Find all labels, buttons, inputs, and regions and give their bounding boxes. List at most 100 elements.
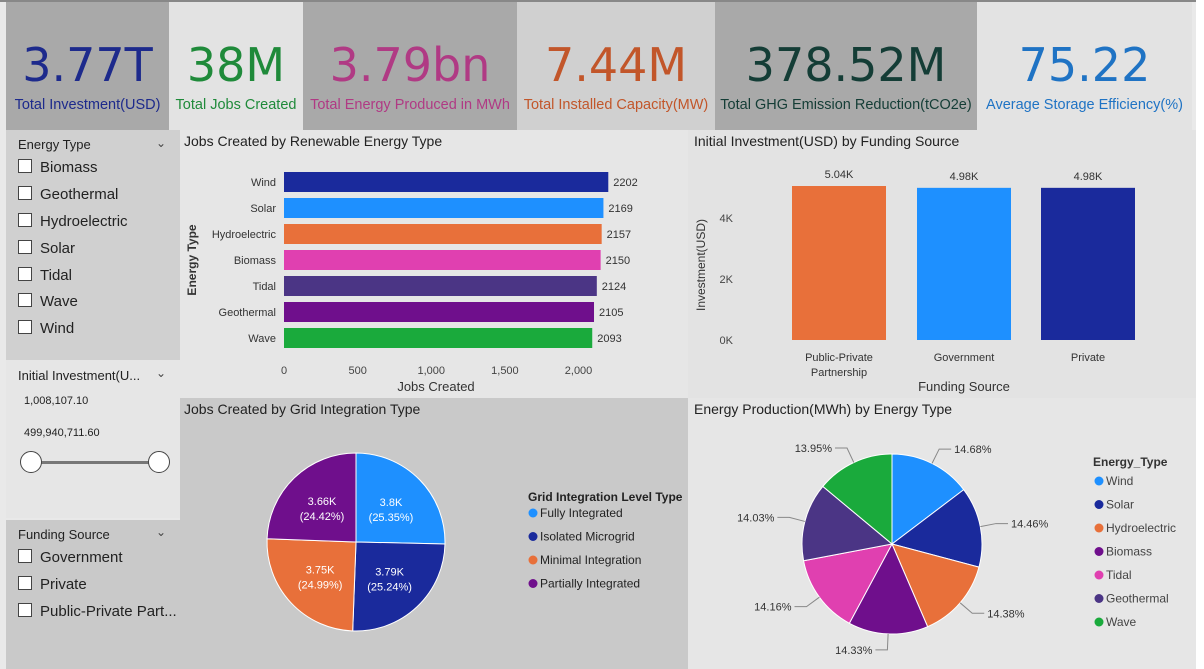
range-handle-min[interactable] [20, 451, 42, 473]
kpi-label: Total Energy Produced in MWh [310, 97, 510, 113]
category-label: Private [1071, 352, 1105, 364]
range-handle-max[interactable] [148, 451, 170, 473]
chevron-down-icon[interactable]: ⌄ [156, 525, 167, 539]
tick-label: 2K [720, 274, 734, 286]
legend-item: Biomass [1106, 545, 1152, 559]
jobs-bar-chart: Wind 2202 Solar 2169 Hydroelectric 2157 Biomas… [185, 172, 638, 394]
slicer-option[interactable]: Solar [18, 240, 75, 257]
chevron-down-icon[interactable]: ⌄ [156, 136, 167, 150]
checkbox[interactable] [18, 320, 32, 334]
kpi-value: 75.22 [1018, 38, 1151, 92]
kpi-label: Average Storage Efficiency(%) [986, 97, 1183, 113]
pie-slice [890, 488, 983, 568]
legend-title: Grid Integration Level Type [528, 490, 683, 504]
category-label: Wave [248, 333, 276, 345]
slicer-option[interactable]: Private [18, 576, 87, 593]
bar [284, 276, 597, 296]
pie-slice [891, 543, 980, 628]
slice-percent-label: 14.38% [987, 608, 1025, 620]
range-track[interactable] [32, 461, 160, 464]
data-label: 2150 [606, 255, 630, 267]
checkbox[interactable] [18, 293, 32, 307]
pie-slice [848, 542, 929, 635]
category-label: Government [934, 352, 995, 364]
data-label: 2093 [597, 333, 621, 345]
investment-by-funding-panel: Initial Investment(USD) by Funding Sourc… [688, 130, 1196, 398]
data-label: 4.98K [950, 171, 979, 183]
range-max-value[interactable]: 499,940,711.60 [24, 427, 100, 439]
slicer-title: Initial Investment(U... [18, 368, 141, 383]
chart-title: Jobs Created by Grid Integration Type [184, 401, 421, 417]
y-axis-label: Investment(USD) [694, 219, 708, 311]
energy-pie-chart: 14.68% 14.46% 14.38% 14.33% 14.16% 14.03% 13.9… [737, 443, 1176, 657]
slicer-option[interactable]: Geothermal [18, 186, 118, 203]
checkbox[interactable] [18, 603, 32, 617]
legend-marker [528, 555, 538, 565]
legend-marker [1094, 617, 1104, 627]
option-label: Government [40, 549, 123, 566]
chart-title: Energy Production(MWh) by Energy Type [694, 401, 953, 417]
leader-line [959, 602, 985, 614]
checkbox[interactable] [18, 186, 32, 200]
range-min-value[interactable]: 1,008,107.10 [24, 395, 89, 407]
slice-percent-label: 13.95% [795, 443, 833, 455]
data-label: 2105 [599, 307, 623, 319]
bar [284, 224, 602, 244]
chart-title: Jobs Created by Renewable Energy Type [184, 133, 443, 149]
kpi-ghg-reduction: 378.52M Total GHG Emission Reduction(tCO… [715, 2, 977, 130]
x-axis-label: Funding Source [918, 379, 1010, 394]
data-label: 2169 [608, 203, 632, 215]
slice-percent-label: (24.99%) [298, 579, 343, 591]
pie-slice [266, 538, 357, 632]
tick-label: 1,000 [418, 365, 446, 377]
option-label: Geothermal [40, 186, 119, 203]
category-label: Biomass [234, 255, 277, 267]
kpi-label: Total Jobs Created [175, 97, 297, 113]
checkbox[interactable] [18, 159, 32, 173]
slicer-option[interactable]: Public-Private Part... [18, 603, 177, 620]
pie-slice [266, 452, 357, 543]
slice-value-label: 3.75K [306, 564, 335, 576]
legend-item: Geothermal [1106, 592, 1169, 606]
slicer-option[interactable]: Biomass [18, 159, 98, 176]
option-label: Wind [40, 320, 75, 337]
checkbox[interactable] [18, 213, 32, 227]
slice-percent-label: 14.16% [754, 602, 792, 614]
option-label: Public-Private Part... [40, 603, 177, 620]
slice-percent-label: (25.24%) [367, 582, 412, 594]
bar [917, 187, 1011, 340]
legend-item: Solar [1106, 498, 1134, 512]
slicer-option[interactable]: Wave [18, 293, 78, 310]
energy-production-panel: Energy Production(MWh) by Energy Type 14… [688, 398, 1196, 669]
slice-value-label: 3.66K [308, 496, 337, 508]
slice-percent-label: 14.68% [954, 444, 992, 456]
jobs-by-grid-panel: Jobs Created by Grid Integration Type 3.… [180, 398, 688, 669]
kpi-total-jobs: 38M Total Jobs Created [169, 2, 303, 130]
pie-slice [352, 541, 446, 632]
slicer-option[interactable]: Wind [18, 320, 74, 337]
checkbox[interactable] [18, 549, 32, 563]
leader-line [980, 523, 1009, 528]
category-label: Tidal [253, 281, 276, 293]
legend-marker [528, 508, 538, 518]
pie-slice [355, 452, 446, 545]
slice-percent-label: 14.46% [1011, 519, 1049, 531]
kpi-value: 38M [186, 38, 286, 92]
checkbox[interactable] [18, 267, 32, 281]
y-axis-label: Energy Type [185, 224, 199, 295]
energy-type-slicer: Energy Type ⌄ Biomass Geothermal Hydroel… [6, 130, 180, 360]
slicer-option[interactable]: Hydroelectric [18, 213, 128, 230]
option-label: Solar [40, 240, 76, 257]
checkbox[interactable] [18, 240, 32, 254]
legend-item: Minimal Integration [540, 553, 641, 567]
legend-marker [1094, 476, 1104, 486]
slicer-option[interactable]: Government [18, 549, 123, 566]
chevron-down-icon[interactable]: ⌄ [156, 366, 167, 380]
kpi-label: Total Installed Capacity(MW) [523, 97, 709, 113]
bar [1041, 187, 1135, 340]
checkbox[interactable] [18, 576, 32, 590]
slicer-option[interactable]: Tidal [18, 267, 72, 284]
funding-source-slicer: Funding Source ⌄ Government Private Publ… [6, 520, 180, 669]
legend-marker [1094, 523, 1104, 533]
legend-item: Partially Integrated [540, 577, 640, 591]
